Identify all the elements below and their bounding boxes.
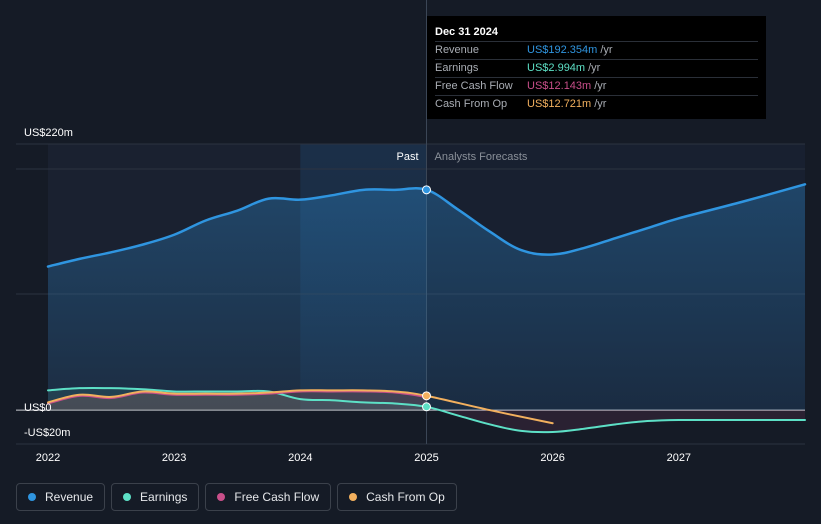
legend-dot-icon (123, 493, 132, 501)
revenue-line (46, 183, 807, 268)
earnings-line (47, 386, 806, 434)
tooltip-label: Cash From Op (435, 98, 508, 110)
forecast-label: Analysts Forecasts (435, 151, 528, 163)
tooltip-value: US$12.143m (527, 80, 592, 92)
tooltip-label: Revenue (435, 44, 480, 56)
legend-item-cash-from-op[interactable]: Cash From Op (337, 483, 457, 511)
legend-label: Cash From Op (366, 490, 445, 504)
x-tick-label: 2025 (414, 452, 438, 464)
legend-label: Earnings (140, 490, 188, 504)
legend: Revenue Earnings Free Cash Flow Cash Fro… (16, 483, 457, 511)
legend-dot-icon (349, 493, 358, 501)
cash-from-op-marker (422, 391, 431, 401)
tooltip-unit: /yr (600, 44, 613, 56)
tooltip-label: Free Cash Flow (435, 80, 513, 92)
x-tick-label: 2026 (540, 452, 564, 464)
legend-label: Revenue (45, 490, 94, 504)
legend-dot-icon (28, 493, 36, 501)
x-tick-label: 2027 (667, 452, 691, 464)
tooltip-label: Earnings (435, 62, 479, 74)
x-tick-label: 2024 (288, 452, 312, 464)
legend-item-free-cash-flow[interactable]: Free Cash Flow (205, 483, 332, 511)
tooltip-row-earnings: Earnings US$2.994m /yr (435, 59, 758, 77)
tooltip-row-revenue: Revenue US$192.354m /yr (435, 41, 758, 59)
earnings-marker (422, 402, 431, 412)
tooltip-date: Dec 31 2024 (435, 26, 498, 38)
y-tick-label: US$0 (24, 402, 52, 414)
x-tick-label: 2023 (162, 452, 186, 464)
past-label: Past (396, 151, 418, 163)
x-tick-label: 2022 (36, 452, 60, 464)
tooltip-value: US$12.721m (527, 98, 592, 110)
tooltip-row-free-cash-flow: Free Cash Flow US$12.143m /yr (435, 77, 758, 95)
tooltip-unit: /yr (594, 98, 607, 110)
earnings-forecast-area (426, 406, 805, 433)
legend-item-revenue[interactable]: Revenue (16, 483, 106, 511)
revenue-area (48, 184, 805, 411)
tooltip-unit: /yr (594, 80, 607, 92)
tooltip-value: US$2.994m (527, 62, 586, 74)
tooltip-row-cash-from-op: Cash From Op US$12.721m /yr (435, 95, 758, 113)
legend-dot-icon (217, 493, 226, 501)
legend-label: Free Cash Flow (234, 490, 320, 504)
cash-from-op-area (48, 390, 427, 411)
tooltip-unit: /yr (588, 62, 601, 74)
free-cash-flow-line (47, 390, 428, 405)
y-tick-label: -US$20m (24, 427, 70, 439)
free-cash-flow-area (48, 391, 427, 411)
y-tick-label: US$220m (24, 127, 73, 139)
revenue-marker (422, 185, 431, 195)
tooltip: Dec 31 2024 Revenue US$192.354m /yr Earn… (427, 16, 766, 119)
tooltip-value: US$192.354m (527, 44, 598, 56)
legend-item-earnings[interactable]: Earnings (111, 483, 200, 511)
